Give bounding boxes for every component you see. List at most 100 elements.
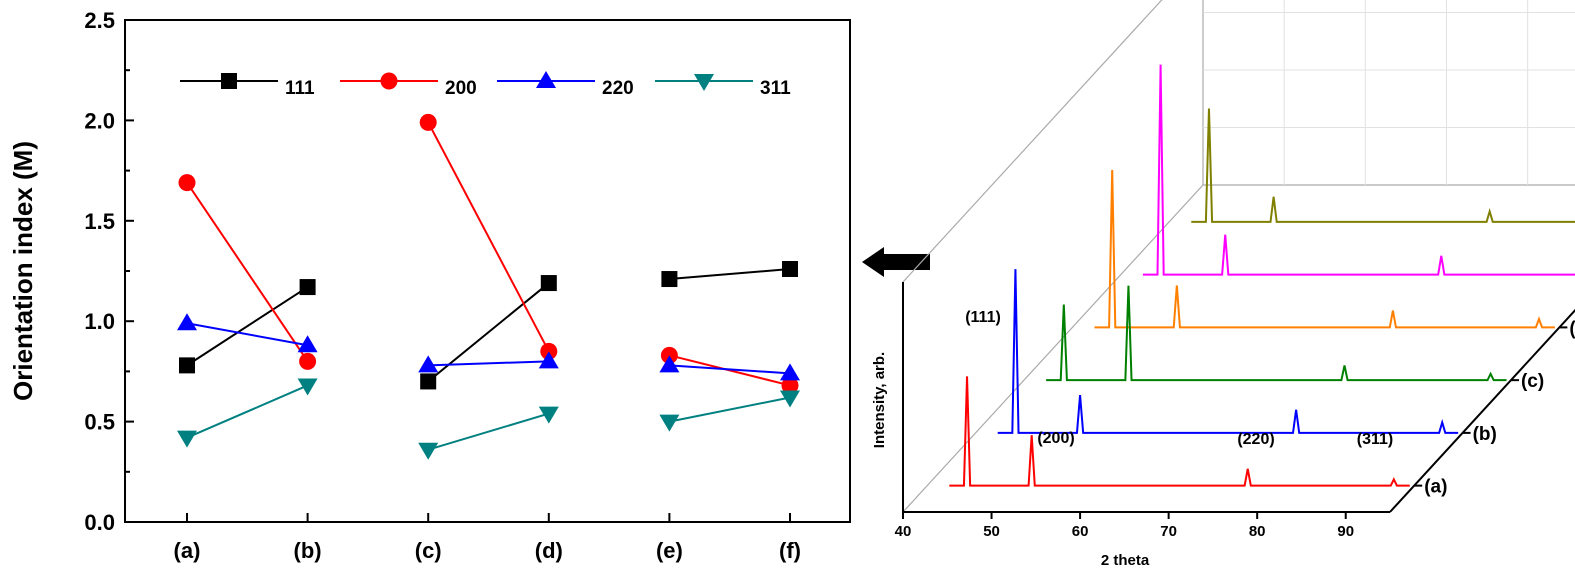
two-theta-ticks: 40 50 60 70 80 90 bbox=[895, 512, 1354, 540]
xrd-trace-line bbox=[997, 269, 1459, 434]
xrd-trace-line bbox=[1094, 169, 1555, 329]
data-point-200 bbox=[781, 376, 799, 394]
xrd-traces: (f)(e) (d) (c) (b) (a) bbox=[949, 64, 1575, 498]
data-point-220 bbox=[297, 335, 318, 353]
two-theta-tick-label: 40 bbox=[895, 523, 912, 540]
y-tick-label: 1.5 bbox=[84, 209, 115, 234]
two-theta-tick-label: 90 bbox=[1337, 523, 1354, 540]
xrd-trace-label: (c) bbox=[1521, 371, 1544, 392]
x-axis-title: 2 theta bbox=[1101, 552, 1150, 569]
xrd-trace-b: (b) bbox=[997, 269, 1497, 445]
legend: 111 200 220 311 bbox=[180, 71, 791, 99]
legend-marker-220 bbox=[536, 71, 556, 88]
data-point-111 bbox=[661, 271, 678, 288]
series-line-111 bbox=[669, 267, 791, 281]
x-tick-label: (a) bbox=[174, 538, 201, 563]
x-tick-label: (d) bbox=[535, 538, 563, 563]
series-311 bbox=[177, 378, 800, 460]
series-line-220 bbox=[186, 322, 308, 347]
two-theta-tick-label: 50 bbox=[983, 523, 1000, 540]
y-axis-ticks: 0.0 0.5 1.0 1.5 2.0 2.5 bbox=[84, 8, 134, 535]
data-point-200 bbox=[540, 342, 558, 360]
xrd-trace-c: (c) bbox=[1046, 285, 1544, 392]
peak-label-220: (220) bbox=[1237, 431, 1274, 448]
series-line-220 bbox=[669, 364, 791, 375]
y-tick-label: 0.5 bbox=[84, 410, 115, 435]
xrd-trace-f: (f) bbox=[1191, 108, 1575, 223]
peak-label-111: (111) bbox=[965, 309, 1001, 326]
xrd-trace-line bbox=[1191, 108, 1575, 223]
box-back-wall bbox=[1202, 0, 1204, 185]
y-tick-label: 0.0 bbox=[84, 510, 115, 535]
xrd-trace-line bbox=[949, 376, 1410, 487]
legend-marker-311 bbox=[694, 74, 714, 91]
y-tick-label: 1.0 bbox=[84, 309, 115, 334]
data-point-200 bbox=[299, 352, 317, 370]
series-line-311 bbox=[669, 396, 791, 423]
legend-label-220: 220 bbox=[602, 78, 634, 99]
legend-marker-200 bbox=[380, 72, 398, 90]
x-tick-label: (c) bbox=[415, 538, 442, 563]
data-point-200 bbox=[419, 113, 437, 131]
data-point-311 bbox=[659, 414, 680, 432]
series-111 bbox=[179, 260, 798, 390]
legend-label-311: 311 bbox=[760, 78, 791, 99]
xrd-trace-label: (a) bbox=[1424, 477, 1447, 498]
data-point-200 bbox=[660, 346, 678, 364]
two-theta-tick-label: 60 bbox=[1072, 523, 1089, 540]
x-axis-ticks: (a) (b) (c) (d) (e) (f) bbox=[174, 513, 801, 563]
plot-frame bbox=[124, 19, 851, 523]
series-line-200 bbox=[186, 182, 309, 362]
series-line-111 bbox=[186, 286, 309, 367]
xrd-trace-label: (b) bbox=[1473, 424, 1497, 445]
box-floor-back-edges bbox=[902, 184, 1575, 513]
x-tick-label: (b) bbox=[294, 538, 322, 563]
xrd-trace-label: (d) bbox=[1569, 318, 1575, 339]
legend-label-200: 200 bbox=[445, 78, 477, 99]
series-line-200 bbox=[427, 121, 550, 352]
data-point-220 bbox=[177, 313, 197, 331]
y-tick-label: 2.5 bbox=[84, 8, 115, 33]
data-point-311 bbox=[780, 390, 800, 408]
data-point-311 bbox=[177, 430, 197, 448]
x-tick-label: (f) bbox=[779, 538, 801, 563]
xrd-trace-line bbox=[1046, 285, 1507, 382]
data-point-111 bbox=[299, 279, 316, 296]
series-220 bbox=[177, 313, 800, 381]
series-line-311 bbox=[427, 412, 550, 451]
data-point-220 bbox=[659, 355, 680, 373]
peak-label-200: (200) bbox=[1037, 430, 1074, 447]
x-tick-label: (e) bbox=[656, 538, 683, 563]
data-point-311 bbox=[418, 442, 439, 460]
series-group bbox=[177, 113, 800, 460]
series-200 bbox=[178, 113, 799, 394]
series-line-111 bbox=[427, 282, 550, 383]
series-line-220 bbox=[428, 360, 549, 367]
xrd-trace-e: (e) bbox=[1142, 64, 1575, 276]
xrd-trace-d: (d) bbox=[1094, 169, 1575, 339]
3d-box-frame bbox=[902, 0, 1575, 513]
data-point-111 bbox=[782, 260, 798, 277]
data-point-311 bbox=[538, 406, 559, 424]
series-line-200 bbox=[669, 354, 791, 387]
xrd-trace-line bbox=[1142, 64, 1575, 276]
box-top-left-edge bbox=[902, 0, 1163, 283]
peak-label-311: (311) bbox=[1357, 431, 1393, 448]
y-axis-title: Intensity, arb. bbox=[871, 352, 888, 448]
y-tick-label: 2.0 bbox=[84, 108, 115, 133]
legend-marker-111 bbox=[221, 73, 237, 89]
y-axis-title: Orientation index (M) bbox=[8, 141, 38, 401]
xrd-trace-a: (a) bbox=[949, 376, 1447, 498]
data-point-220 bbox=[538, 351, 559, 369]
two-theta-tick-label: 80 bbox=[1249, 523, 1266, 540]
data-point-111 bbox=[540, 275, 557, 292]
series-line-311 bbox=[186, 384, 308, 439]
data-point-220 bbox=[418, 355, 439, 373]
data-point-111 bbox=[179, 357, 195, 374]
legend-label-111: 111 bbox=[285, 78, 315, 99]
data-point-311 bbox=[297, 378, 318, 396]
two-theta-tick-label: 70 bbox=[1160, 523, 1177, 540]
arrow-left-icon bbox=[862, 247, 930, 277]
data-point-220 bbox=[780, 363, 800, 381]
